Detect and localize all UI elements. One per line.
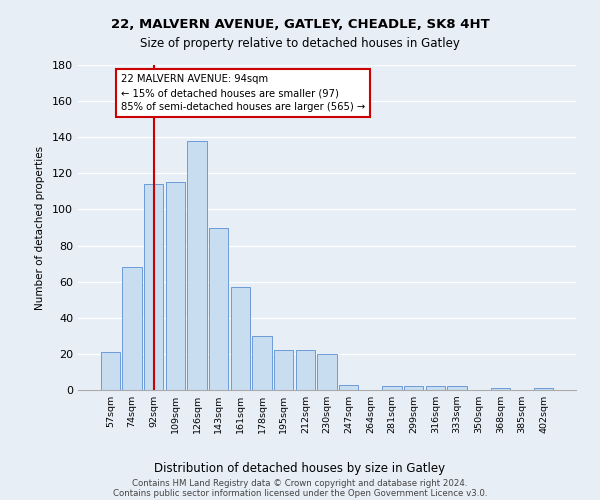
Bar [274, 350, 293, 390]
Bar [209, 228, 229, 390]
Bar [252, 336, 272, 390]
Bar [166, 182, 185, 390]
Bar [382, 386, 402, 390]
Bar [230, 287, 250, 390]
Bar [425, 386, 445, 390]
Bar [491, 388, 510, 390]
Bar [144, 184, 163, 390]
Bar [296, 350, 315, 390]
Bar [317, 354, 337, 390]
Bar [122, 267, 142, 390]
Text: 22 MALVERN AVENUE: 94sqm
← 15% of detached houses are smaller (97)
85% of semi-d: 22 MALVERN AVENUE: 94sqm ← 15% of detach… [121, 74, 365, 112]
Bar [447, 386, 467, 390]
Bar [187, 141, 207, 390]
Text: Size of property relative to detached houses in Gatley: Size of property relative to detached ho… [140, 38, 460, 51]
Text: Distribution of detached houses by size in Gatley: Distribution of detached houses by size … [154, 462, 446, 475]
Text: Contains HM Land Registry data © Crown copyright and database right 2024.: Contains HM Land Registry data © Crown c… [132, 478, 468, 488]
Bar [339, 384, 358, 390]
Text: Contains public sector information licensed under the Open Government Licence v3: Contains public sector information licen… [113, 488, 487, 498]
Bar [534, 388, 553, 390]
Bar [101, 352, 120, 390]
Text: 22, MALVERN AVENUE, GATLEY, CHEADLE, SK8 4HT: 22, MALVERN AVENUE, GATLEY, CHEADLE, SK8… [110, 18, 490, 30]
Y-axis label: Number of detached properties: Number of detached properties [35, 146, 45, 310]
Bar [404, 386, 424, 390]
